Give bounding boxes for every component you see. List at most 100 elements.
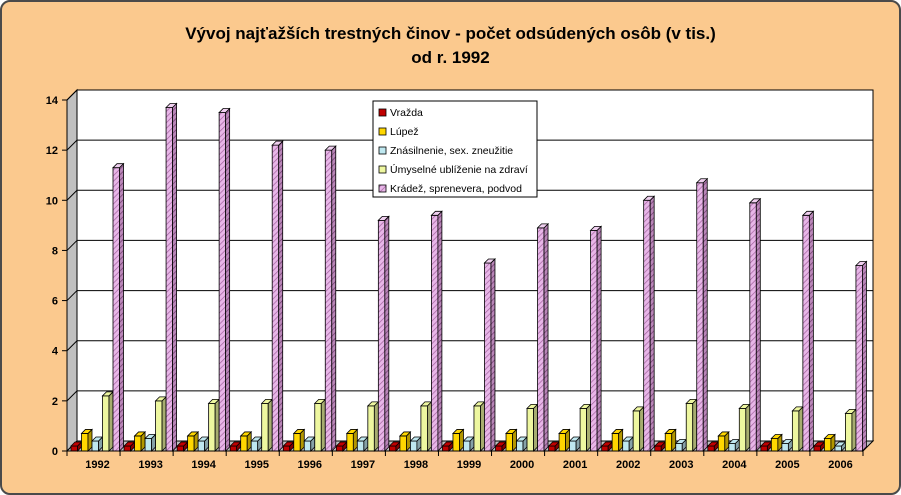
- bar-top: [505, 429, 518, 434]
- bar: [483, 257, 496, 452]
- x-tick-label: 2000: [510, 459, 534, 471]
- bar-top: [536, 223, 549, 229]
- bar-side: [214, 398, 220, 452]
- bar-front: [824, 438, 832, 452]
- bar: [505, 428, 518, 452]
- bar-front: [187, 435, 195, 452]
- legend-swatch: [378, 184, 387, 193]
- bar-top: [801, 210, 815, 216]
- bar-front: [377, 219, 386, 452]
- bar: [313, 398, 327, 452]
- bar-front: [760, 445, 768, 452]
- bar-top: [823, 434, 836, 439]
- legend-label: Znásilnenie, sex. zneužitie: [390, 145, 513, 157]
- bar-front: [91, 440, 99, 452]
- bar-front: [388, 445, 397, 452]
- bar: [558, 428, 571, 452]
- bar-front: [208, 402, 216, 452]
- bar: [801, 210, 815, 452]
- bar-top: [377, 215, 390, 221]
- gridline-side: [66, 390, 78, 402]
- legend-label: Lúpež: [390, 126, 419, 138]
- x-tick-label: 1995: [244, 459, 268, 471]
- bar-side: [320, 398, 326, 452]
- bar-front: [516, 440, 524, 452]
- bar-side: [862, 260, 867, 452]
- plot-side-wall: [66, 88, 78, 453]
- bar-front: [282, 445, 291, 452]
- bar-front: [473, 405, 481, 452]
- bar-front: [102, 395, 110, 452]
- bar-front: [632, 410, 641, 452]
- chart-title-line1: Vývoj najťažších trestných činov - počet…: [185, 24, 716, 43]
- x-tick-label: 1993: [138, 459, 162, 471]
- legend-label: Krádež, sprenevera, podvod: [390, 183, 522, 195]
- x-tick-label: 1994: [191, 459, 216, 471]
- bar-front: [738, 407, 747, 452]
- bar-front: [303, 440, 312, 452]
- bar-top: [345, 429, 359, 434]
- x-tick-label: 1992: [85, 459, 109, 471]
- bar-front: [622, 440, 630, 452]
- bar: [356, 436, 369, 452]
- bar-front: [707, 445, 715, 452]
- gridline-side: [66, 89, 78, 101]
- bar: [345, 428, 359, 452]
- bar-front: [324, 149, 333, 452]
- bar: [589, 225, 603, 452]
- bar: [748, 197, 762, 452]
- bar: [664, 428, 677, 452]
- bar: [791, 405, 804, 452]
- bar-front: [601, 445, 609, 452]
- bar-top: [239, 431, 253, 437]
- bar-front: [569, 440, 577, 452]
- bar-front: [452, 433, 460, 452]
- bar: [250, 436, 263, 452]
- bar-front: [654, 445, 662, 452]
- y-tick-label: 10: [46, 195, 58, 207]
- bar-front: [218, 112, 227, 452]
- bar-front: [558, 433, 566, 452]
- bar-top: [483, 258, 496, 264]
- bar-top: [452, 429, 465, 434]
- bar-front: [484, 262, 492, 452]
- bar: [611, 428, 624, 452]
- bar: [452, 428, 465, 452]
- x-tick-label: 2001: [563, 459, 587, 471]
- bar: [133, 430, 147, 452]
- bar: [526, 403, 539, 452]
- bar-side: [480, 400, 485, 452]
- bar: [144, 433, 157, 452]
- legend-swatch: [378, 108, 387, 117]
- bar-top: [324, 145, 337, 151]
- bar-side: [384, 215, 390, 452]
- y-tick-label: 0: [52, 446, 58, 458]
- bar-side: [702, 177, 708, 452]
- bar-side: [586, 403, 591, 452]
- gridline-side: [66, 290, 78, 301]
- bar: [292, 428, 306, 452]
- x-tick-label: 1998: [404, 459, 428, 471]
- bar-top: [218, 108, 231, 113]
- bar-top: [558, 429, 571, 434]
- bar-front: [770, 438, 779, 452]
- bar-front: [399, 435, 407, 452]
- x-tick-label: 2002: [616, 459, 640, 471]
- bar-top: [430, 210, 443, 216]
- bar: [197, 436, 210, 452]
- legend-label: Vražda: [390, 107, 423, 119]
- bar-top: [748, 198, 762, 204]
- bar: [419, 400, 433, 452]
- bar-top: [165, 103, 178, 108]
- bar-side: [745, 403, 751, 452]
- bar-front: [463, 440, 471, 452]
- x-tick-label: 1997: [351, 459, 375, 471]
- bar-front: [845, 412, 853, 452]
- bar-side: [490, 257, 496, 452]
- bar-side: [267, 398, 273, 452]
- bar-front: [240, 435, 248, 452]
- bar-front: [749, 202, 757, 452]
- bar-side: [639, 405, 645, 452]
- bar-side: [331, 145, 337, 452]
- bar-front: [356, 440, 365, 452]
